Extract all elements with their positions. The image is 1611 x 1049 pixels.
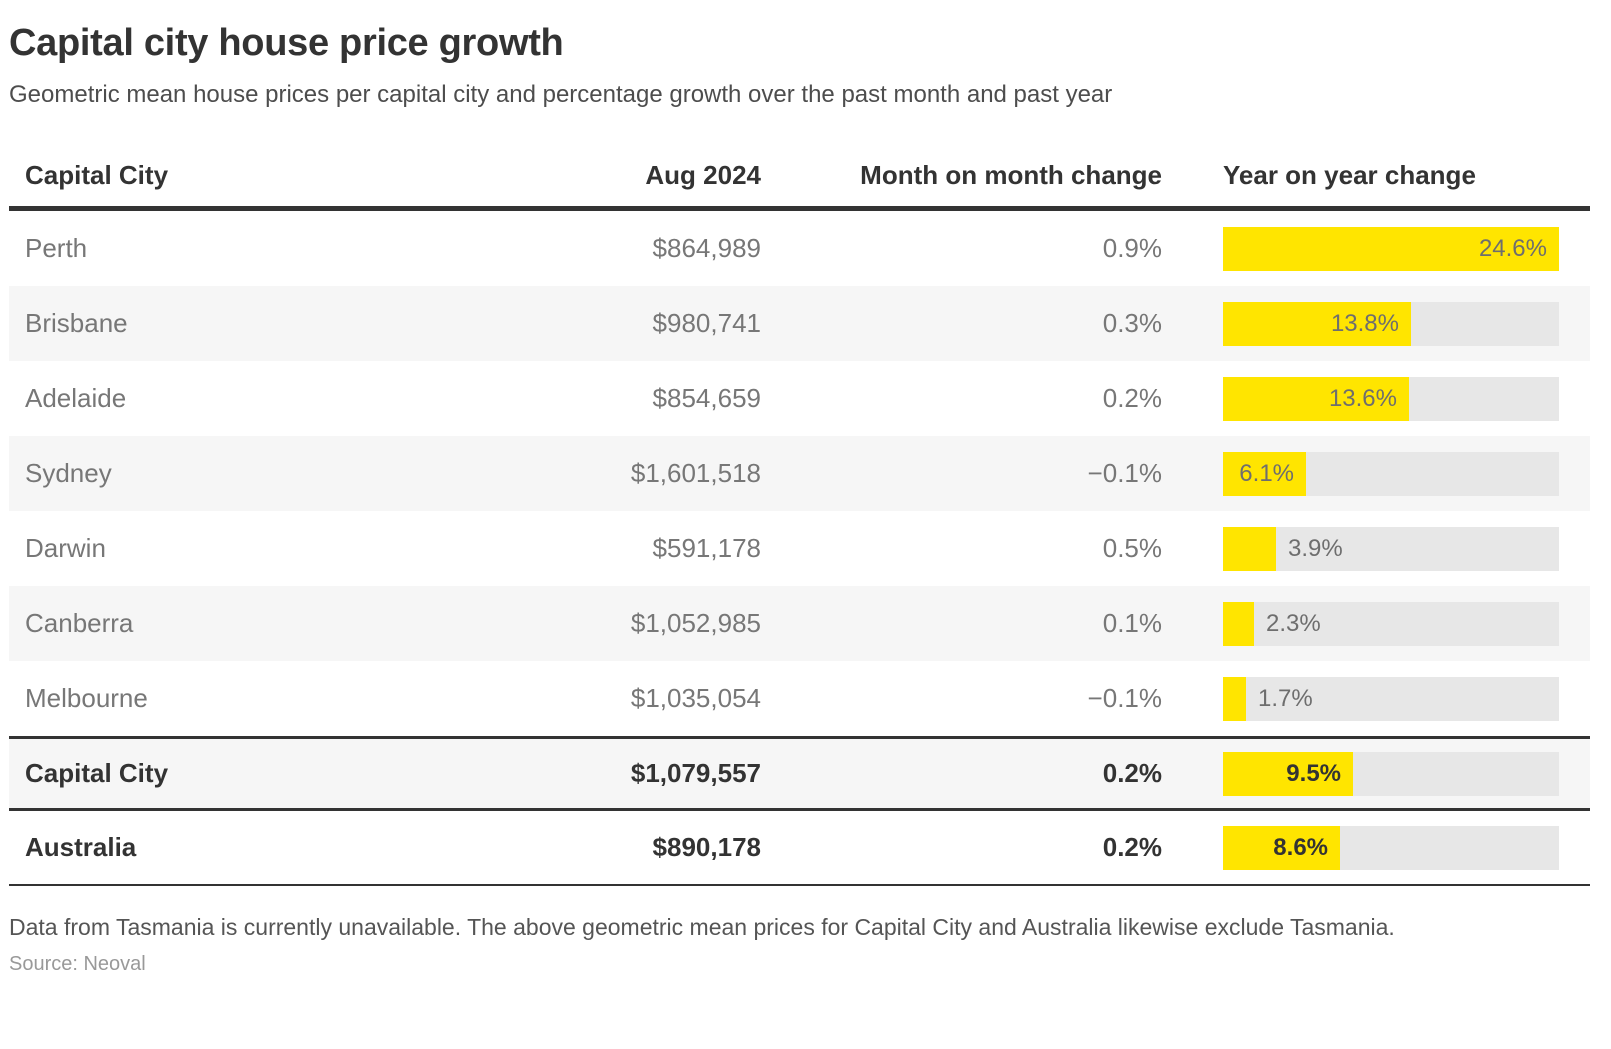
city-cell: Darwin (25, 533, 106, 563)
column-header-capital-city: Capital City (25, 160, 169, 190)
month-on-month-cell: −0.1% (1087, 458, 1162, 488)
yoy-bar-fill (1223, 301, 1411, 346)
year-on-year-cell: 1.7% (1162, 676, 1590, 721)
month-on-month-cell: 0.5% (1102, 533, 1162, 563)
column-header-year-on-year: Year on year change (1223, 160, 1476, 190)
city-cell: Canberra (25, 608, 134, 638)
yoy-bar-fill (1223, 676, 1246, 721)
yoy-bar-fill (1223, 376, 1409, 421)
year-on-year-cell: 13.6% (1162, 376, 1590, 421)
yoy-bar-track: 6.1% (1223, 451, 1559, 496)
month-on-month-cell: 0.2% (1102, 832, 1162, 862)
page: Capital city house price growth Geometri… (9, 22, 1590, 975)
table-row: Brisbane $980,741 0.3% 13.8% (9, 286, 1590, 361)
month-on-month-cell: 0.9% (1102, 233, 1162, 263)
table-row: Australia $890,178 0.2% 8.6% (9, 811, 1590, 886)
yoy-bar-label: 6.1% (1239, 459, 1294, 487)
price-cell: $1,079,557 (630, 758, 761, 788)
table-body: Perth $864,989 0.9% 24.6% Brisbane $980,… (9, 211, 1590, 886)
month-on-month-cell: 0.2% (1102, 758, 1162, 788)
yoy-bar-label: 9.5% (1286, 759, 1341, 787)
page-title: Capital city house price growth (9, 22, 564, 64)
city-cell: Perth (25, 233, 88, 263)
yoy-bar-label: 2.3% (1266, 609, 1321, 637)
yoy-bar-track: 3.9% (1223, 526, 1559, 571)
yoy-bar-label: 13.8% (1330, 309, 1399, 337)
year-on-year-cell: 9.5% (1162, 751, 1590, 796)
price-cell: $890,178 (652, 832, 761, 862)
city-cell: Capital City (25, 758, 169, 788)
month-on-month-cell: 0.3% (1102, 308, 1162, 338)
month-on-month-cell: 0.1% (1102, 608, 1162, 638)
table-row: Adelaide $854,659 0.2% 13.6% (9, 361, 1590, 436)
year-on-year-cell: 24.6% (1162, 226, 1590, 271)
table-header-row: Capital City Aug 2024 Month on month cha… (9, 160, 1590, 211)
source-attribution: Source: Neoval (9, 953, 146, 975)
house-price-table: Capital City Aug 2024 Month on month cha… (9, 160, 1590, 886)
city-cell: Sydney (25, 458, 112, 488)
year-on-year-cell: 8.6% (1162, 825, 1590, 870)
year-on-year-cell: 6.1% (1162, 451, 1590, 496)
city-cell: Adelaide (25, 383, 127, 413)
price-cell: $1,035,054 (630, 683, 761, 713)
page-subtitle: Geometric mean house prices per capital … (9, 81, 1113, 108)
table-row: Perth $864,989 0.9% 24.6% (9, 211, 1590, 286)
yoy-bar-track: 13.6% (1223, 376, 1559, 421)
yoy-bar-label: 8.6% (1273, 833, 1328, 861)
yoy-bar-label: 24.6% (1478, 234, 1547, 262)
month-on-month-cell: −0.1% (1087, 683, 1162, 713)
month-on-month-cell: 0.2% (1102, 383, 1162, 413)
table-row: Sydney $1,601,518 −0.1% 6.1% (9, 436, 1590, 511)
yoy-bar-track: 8.6% (1223, 825, 1559, 870)
yoy-bar-label: 13.6% (1328, 384, 1397, 412)
year-on-year-cell: 13.8% (1162, 301, 1590, 346)
yoy-bar-track: 9.5% (1223, 751, 1559, 796)
yoy-bar-track: 2.3% (1223, 601, 1559, 646)
yoy-bar-label: 3.9% (1288, 534, 1343, 562)
yoy-bar-fill (1223, 451, 1306, 496)
column-header-month-on-month: Month on month change (860, 160, 1162, 190)
yoy-bar-fill (1223, 601, 1254, 646)
year-on-year-cell: 2.3% (1162, 601, 1590, 646)
city-cell: Australia (25, 832, 137, 862)
table-row: Melbourne $1,035,054 −0.1% 1.7% (9, 661, 1590, 736)
table-row: Darwin $591,178 0.5% 3.9% (9, 511, 1590, 586)
price-cell: $1,052,985 (630, 608, 761, 638)
price-cell: $980,741 (652, 308, 761, 338)
price-cell: $864,989 (652, 233, 761, 263)
price-cell: $591,178 (652, 533, 761, 563)
footnote: Data from Tasmania is currently unavaila… (9, 914, 1395, 940)
city-cell: Melbourne (25, 683, 148, 713)
city-cell: Brisbane (25, 308, 128, 338)
table-row: Canberra $1,052,985 0.1% 2.3% (9, 586, 1590, 661)
yoy-bar-fill (1223, 825, 1340, 870)
yoy-bar-fill (1223, 226, 1559, 271)
yoy-bar-track: 13.8% (1223, 301, 1559, 346)
yoy-bar-track: 24.6% (1223, 226, 1559, 271)
table-row: Capital City $1,079,557 0.2% 9.5% (9, 736, 1590, 811)
yoy-bar-fill (1223, 751, 1353, 796)
yoy-bar-fill (1223, 526, 1276, 571)
price-cell: $1,601,518 (630, 458, 761, 488)
column-header-aug-2024: Aug 2024 (645, 160, 761, 190)
yoy-bar-track: 1.7% (1223, 676, 1559, 721)
price-cell: $854,659 (652, 383, 761, 413)
year-on-year-cell: 3.9% (1162, 526, 1590, 571)
yoy-bar-label: 1.7% (1258, 684, 1313, 712)
